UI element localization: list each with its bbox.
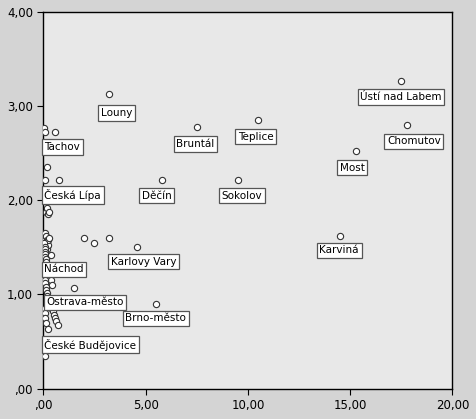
Text: Most: Most	[340, 163, 365, 173]
Text: Sokolov: Sokolov	[221, 191, 262, 201]
Text: Ústí nad Labem: Ústí nad Labem	[360, 92, 442, 102]
Text: Náchod: Náchod	[44, 264, 84, 274]
Text: Česká Lípa: Česká Lípa	[44, 189, 101, 201]
Text: Brno-město: Brno-město	[125, 313, 186, 323]
Text: Karlovy Vary: Karlovy Vary	[111, 257, 176, 267]
Text: Teplice: Teplice	[238, 132, 273, 142]
Text: Chomutov: Chomutov	[387, 136, 441, 146]
Text: České Budějovice: České Budějovice	[44, 339, 137, 351]
Text: Louny: Louny	[100, 108, 132, 118]
Text: Tachov: Tachov	[44, 142, 80, 152]
Text: Bruntál: Bruntál	[176, 139, 215, 149]
Text: Karviná: Karviná	[319, 246, 359, 256]
Text: Ostrava-město: Ostrava-město	[47, 297, 124, 307]
Text: Děčín: Děčín	[141, 191, 171, 201]
